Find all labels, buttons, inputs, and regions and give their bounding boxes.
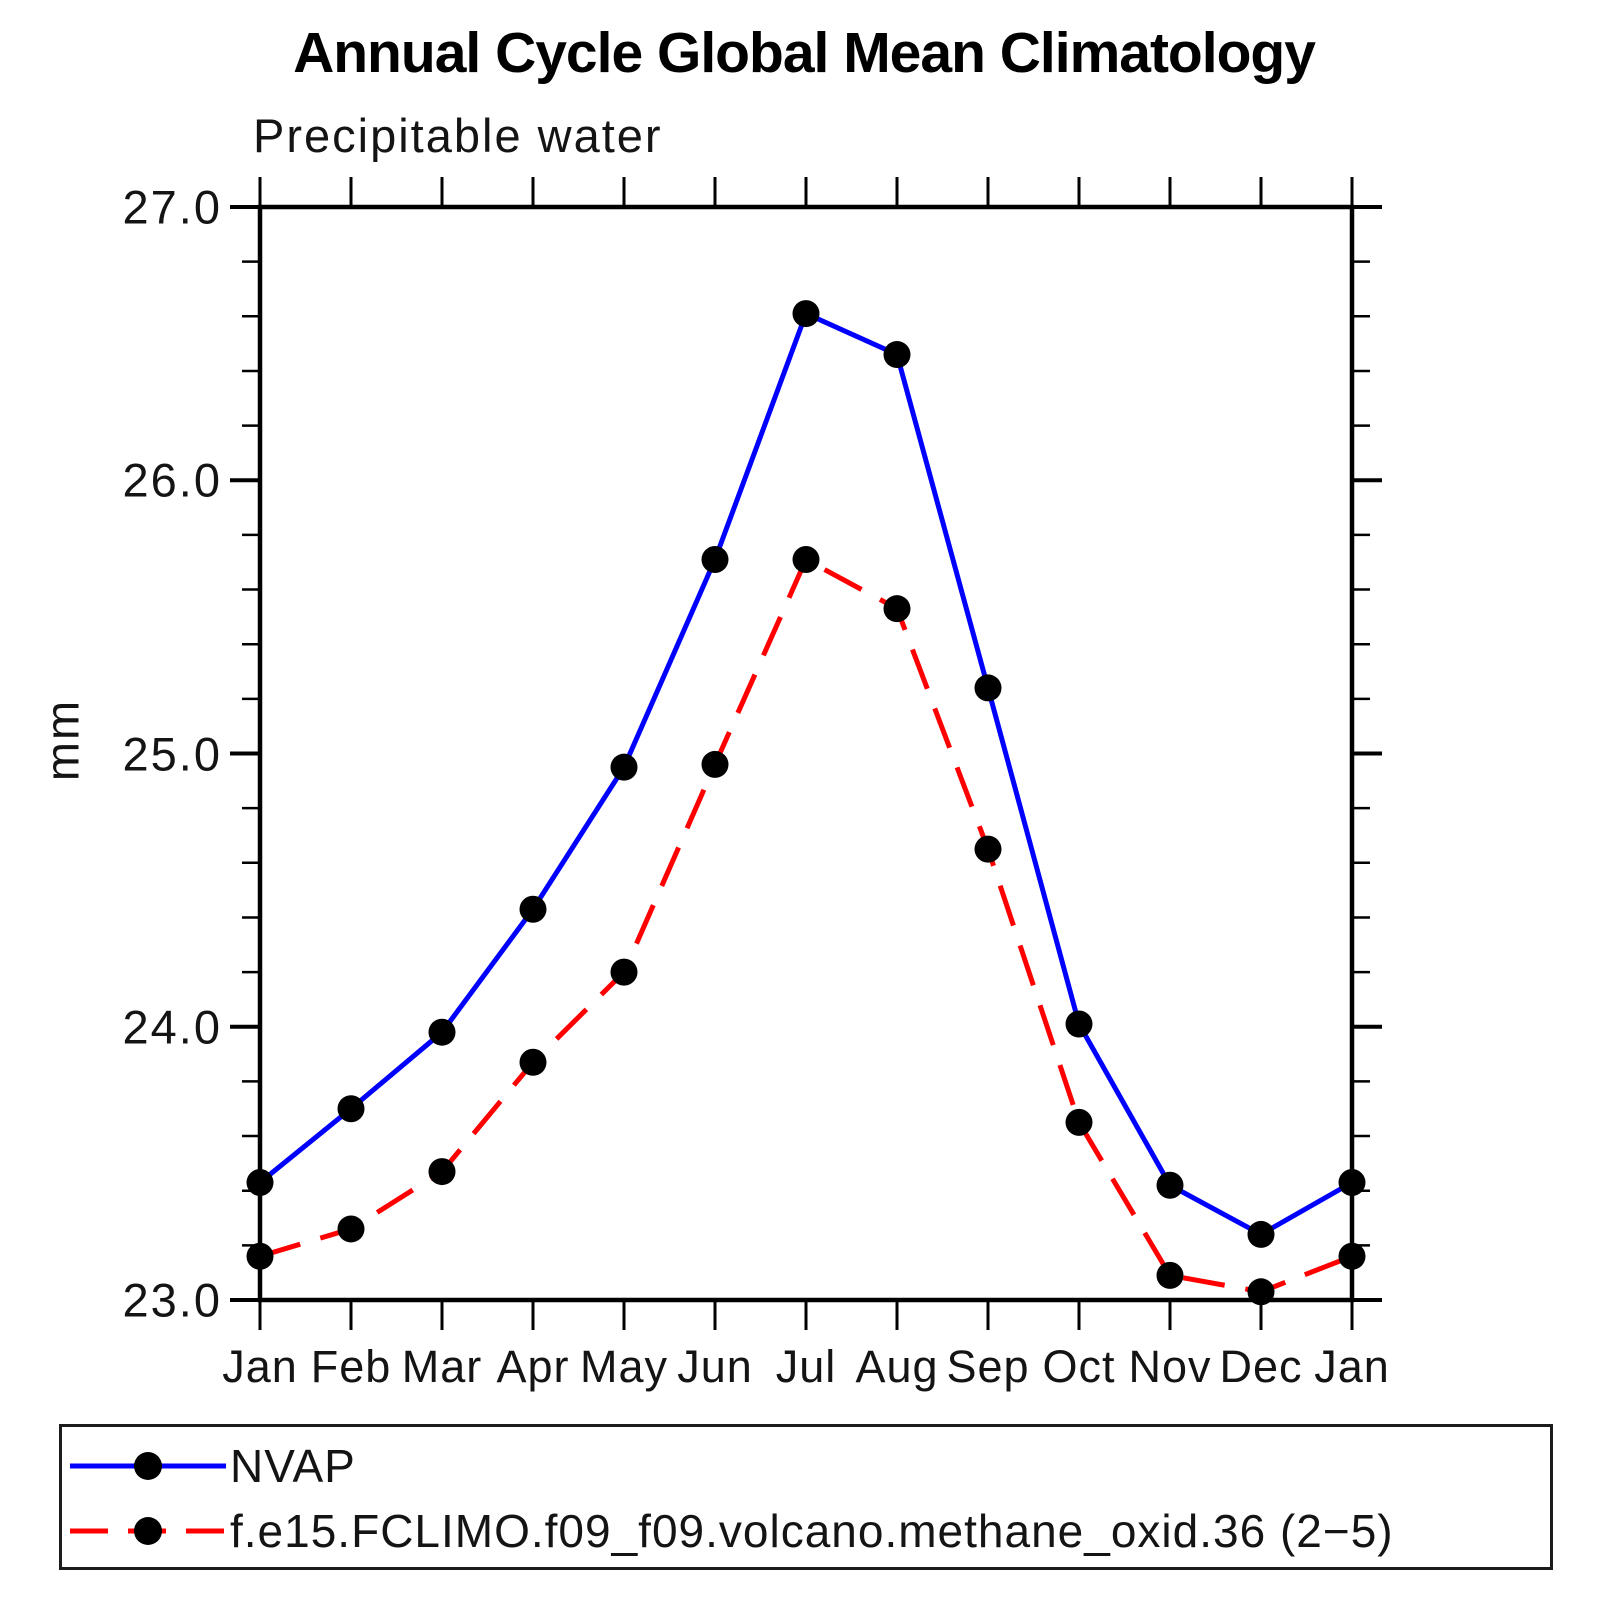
data-point-marker <box>701 545 729 573</box>
legend-label-model: f.e15.FCLIMO.f09_f09.volcano.methane_oxi… <box>230 1505 1394 1557</box>
data-point-marker <box>1156 1171 1184 1199</box>
chart-subtitle: Precipitable water <box>253 109 663 162</box>
chart-title: Annual Cycle Global Mean Climatology <box>293 21 1316 85</box>
legend-box: NVAP f.e15.FCLIMO.f09_f09.volcano.methan… <box>59 1424 1553 1570</box>
data-point-marker <box>1156 1261 1184 1289</box>
y-axis-title: mm <box>35 698 89 782</box>
x-tick-label: Jan <box>222 1341 298 1392</box>
x-tick-label: Mar <box>401 1341 483 1392</box>
x-axis-tick-labels: Jan Feb Mar Apr May Jun Jul Aug Sep Oct Nov Dec Jan <box>0 1341 1608 1401</box>
data-point-marker <box>428 1158 456 1186</box>
data-point-marker <box>974 835 1002 863</box>
y-tick-label: 23.0 <box>122 1273 222 1327</box>
x-tick-label: Dec <box>1219 1341 1303 1392</box>
legend-sample-marker <box>134 1452 162 1480</box>
data-point-marker <box>1247 1220 1275 1248</box>
y-tick-label: 27.0 <box>122 180 222 234</box>
data-point-marker <box>337 1215 365 1243</box>
y-tick-label: 26.0 <box>122 453 222 507</box>
data-point-marker <box>792 300 820 328</box>
data-point-marker <box>1065 1010 1093 1038</box>
data-point-marker <box>883 341 911 369</box>
data-point-marker <box>246 1169 274 1197</box>
data-point-marker <box>883 595 911 623</box>
series-line-0 <box>258 310 1354 1238</box>
data-point-marker <box>519 1048 547 1076</box>
x-tick-label: May <box>579 1341 669 1392</box>
data-point-marker <box>337 1095 365 1123</box>
y-tick-label: 25.0 <box>122 727 222 780</box>
data-point-marker <box>1338 1242 1366 1270</box>
legend-entry-model: f.e15.FCLIMO.f09_f09.volcano.methane_oxi… <box>68 1501 1394 1561</box>
x-tick-label: Apr <box>496 1341 570 1392</box>
legend-line-sample-nvap <box>70 1452 226 1480</box>
y-axis-tick-labels: 23.0 24.0 25.0 26.0 27.0 <box>0 0 222 1340</box>
x-tick-label: Nov <box>1128 1341 1212 1392</box>
y-tick-label: 24.0 <box>122 1000 222 1054</box>
data-point-marker <box>1065 1108 1093 1136</box>
x-tick-label: Jun <box>677 1341 753 1392</box>
data-point-marker <box>519 895 547 923</box>
plot-frame <box>257 204 1355 1303</box>
data-point-marker <box>701 750 729 778</box>
data-point-marker <box>792 545 820 573</box>
legend-sample-marker <box>134 1517 162 1545</box>
data-point-marker <box>974 674 1002 702</box>
x-tick-label: Jan <box>1314 1341 1390 1392</box>
x-tick-label: Jul <box>775 1341 837 1392</box>
data-point-marker <box>610 753 638 781</box>
data-point-marker <box>610 958 638 986</box>
data-point-marker <box>1338 1169 1366 1197</box>
legend-line-sample-model <box>70 1517 226 1545</box>
series-line-1 <box>259 556 1353 1295</box>
x-tick-label: Sep <box>946 1341 1030 1392</box>
x-tick-label: Aug <box>855 1341 939 1392</box>
data-point-marker <box>428 1018 456 1046</box>
x-tick-label: Oct <box>1042 1341 1116 1392</box>
legend-entry-nvap: NVAP <box>68 1436 356 1496</box>
x-tick-label: Feb <box>310 1341 392 1392</box>
data-point-marker <box>1247 1278 1275 1306</box>
data-point-marker <box>246 1242 274 1270</box>
legend-label-nvap: NVAP <box>230 1440 356 1492</box>
